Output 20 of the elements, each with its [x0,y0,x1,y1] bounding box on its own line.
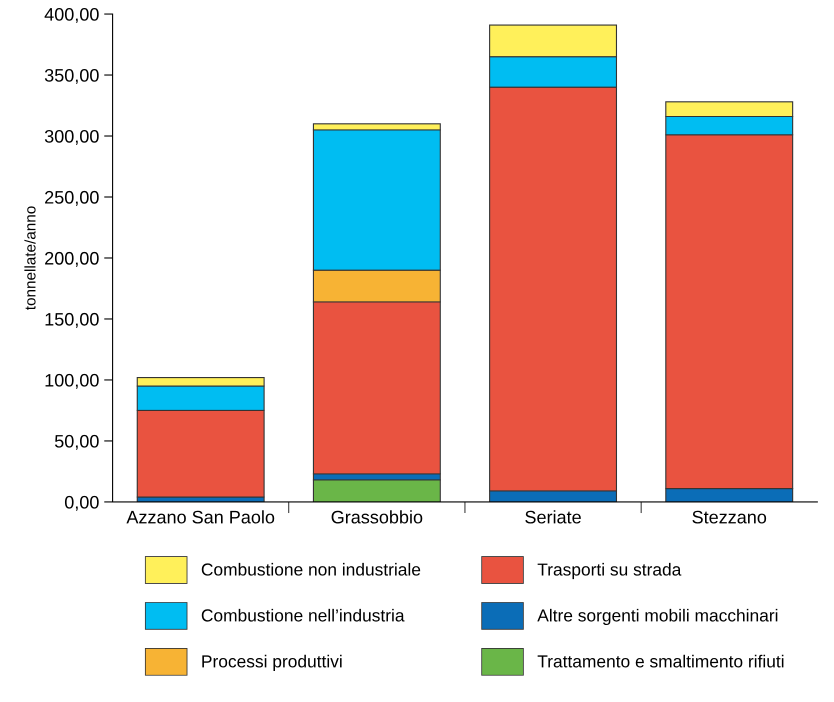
y-tick-label: 100,00 [46,374,99,389]
y-tick-label: 350,00 [44,68,99,84]
legend-label: Altre sorgenti mobili macchinari [537,608,778,626]
y-tick-label: 300,00 [44,130,99,145]
y-tick-label: 200,00 [45,252,99,267]
x-tick-label: Seriate [525,510,581,524]
legend-label: Combustione nell’industria [202,608,405,622]
y-tick-label: 400,00 [44,8,99,23]
legend-label: Processi produttivi [202,654,342,671]
y-axis-title: tonnellate/anno [24,206,36,310]
y-tick-label: 0,00 [64,496,99,511]
y-tick-label: 50,00 [54,434,99,450]
legend-label: Trattamento e smaltimento rifiuti [538,654,784,668]
x-tick-label: Grassobbio [332,510,422,524]
legend-label: Trasporti su strada [538,562,682,580]
x-tick-label: Azzano San Paolo [126,510,274,524]
y-tick-label: 150,00 [46,312,99,328]
legend-label: Combustione non industriale [202,562,420,576]
y-tick-label: 250,00 [45,190,99,206]
x-tick-label: Stezzano [692,510,766,524]
